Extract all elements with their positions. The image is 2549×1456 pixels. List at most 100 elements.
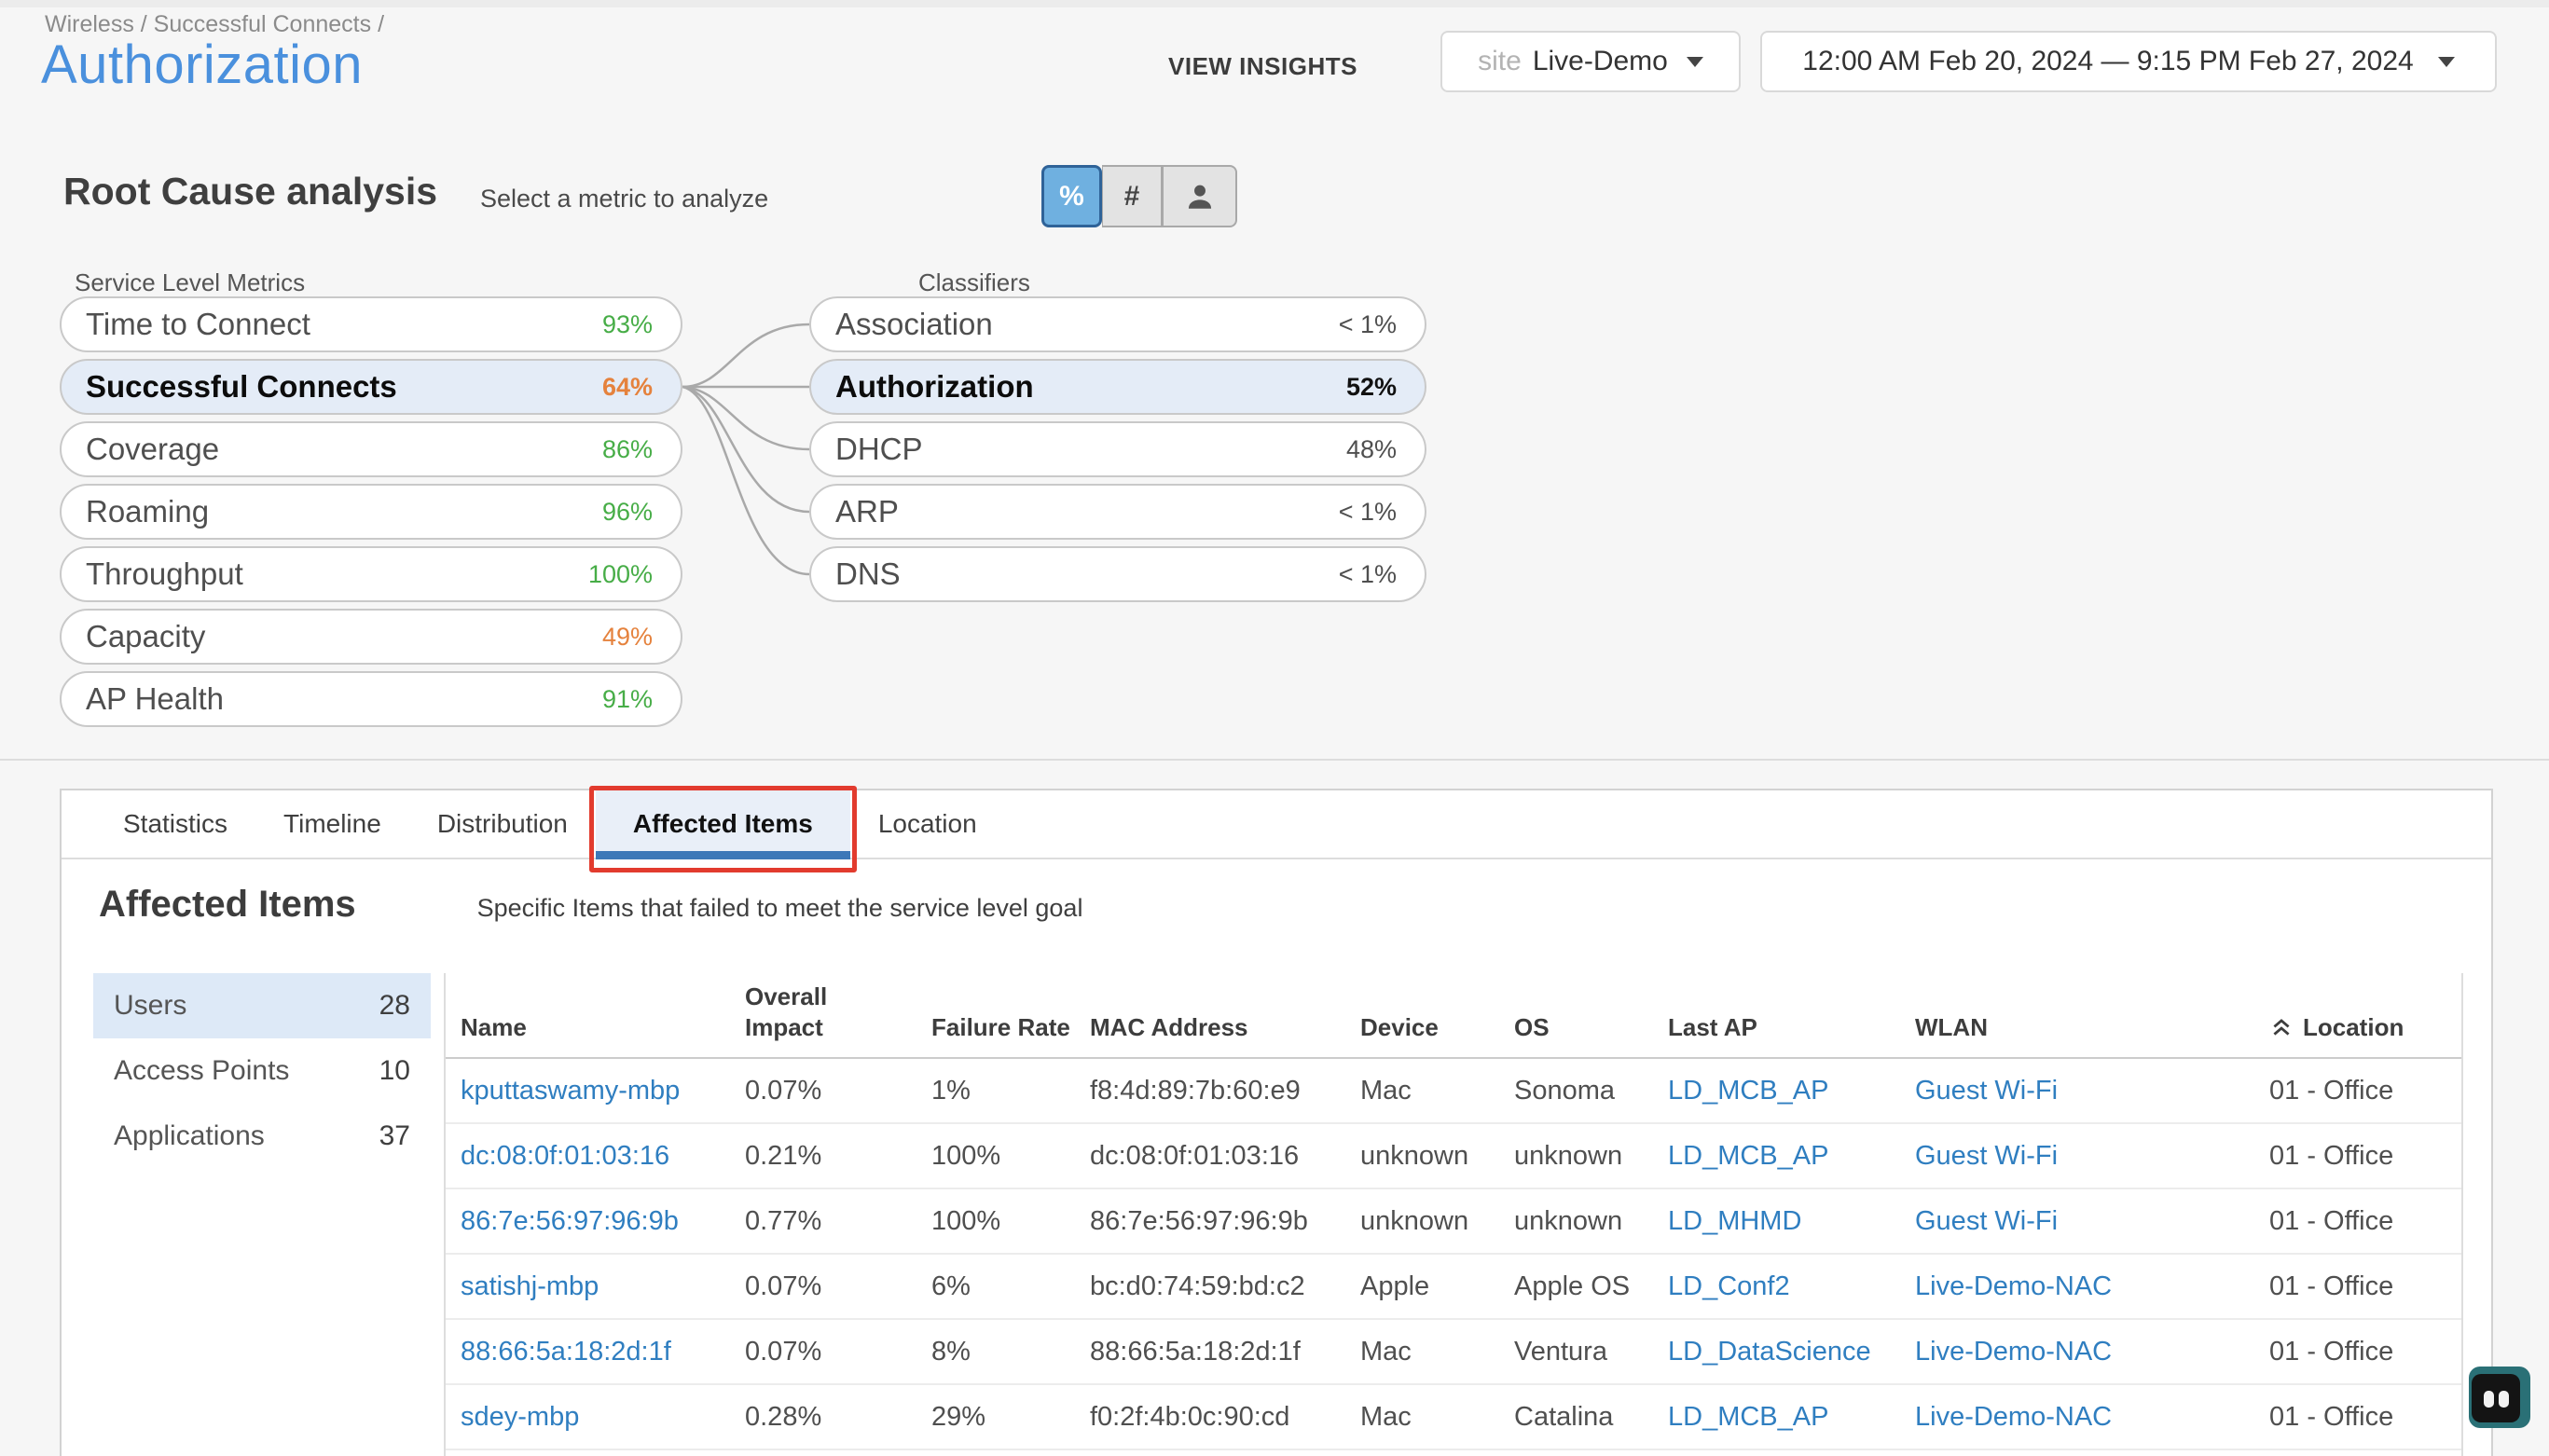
tab-timeline[interactable]: Timeline [283, 809, 381, 838]
last-ap-link[interactable]: LD_MCB_AP [1668, 1075, 1829, 1106]
metric-value: 49% [601, 622, 653, 651]
table-row: dc:08:0f:01:03:16 0.21% 100% dc:08:0f:01… [446, 1124, 2461, 1189]
user-icon [1188, 185, 1211, 209]
affected-items-title: Affected Items [99, 884, 356, 925]
failure-rate-cell: 8% [931, 1336, 971, 1367]
client-name-link[interactable]: 88:66:5a:18:2d:1f [461, 1336, 671, 1367]
date-range-value: 12:00 AM Feb 20, 2024 — 9:15 PM Feb 27, … [1802, 46, 2414, 76]
last-ap-link[interactable]: LD_MCB_AP [1668, 1401, 1829, 1432]
category-access-points[interactable]: Access Points 10 [114, 1055, 410, 1086]
client-name-link[interactable]: satishj-mbp [461, 1271, 599, 1301]
location-cell: 01 - Office [2269, 1271, 2394, 1301]
affected-items-table: Name Overall Impact Failure Rate MAC Add… [444, 973, 2463, 1456]
column-header-location[interactable]: Location [2269, 1012, 2461, 1043]
metric-value: 91% [601, 684, 653, 713]
classifier-dns[interactable]: DNS < 1% [809, 546, 1426, 602]
column-header-device[interactable]: Device [1360, 1012, 1439, 1041]
wlan-link[interactable]: Guest Wi-Fi [1915, 1205, 2059, 1236]
category-count: 10 [379, 1055, 410, 1086]
tab-distribution[interactable]: Distribution [436, 809, 568, 838]
affected-items-subtitle: Specific Items that failed to meet the s… [476, 894, 1083, 922]
page-title: Authorization [41, 34, 364, 95]
column-header-failure-rate[interactable]: Failure Rate [931, 1012, 1070, 1041]
column-header-overall-impact[interactable]: Overall Impact [745, 982, 828, 1041]
classifier-arp[interactable]: ARP < 1% [809, 484, 1426, 540]
last-ap-link[interactable]: LD_DataScience [1668, 1336, 1871, 1367]
location-cell: 01 - Office [2269, 1336, 2394, 1367]
date-range-selector[interactable]: 12:00 AM Feb 20, 2024 — 9:15 PM Feb 27, … [1760, 31, 2497, 92]
site-selector[interactable]: site Live-Demo [1440, 31, 1741, 92]
view-insights-link[interactable]: VIEW INSIGHTS [1168, 52, 1357, 80]
metric-coverage[interactable]: Coverage 86% [60, 421, 682, 477]
metric-classifier-connector-lines [682, 323, 809, 576]
column-header-wlan[interactable]: WLAN [1915, 1012, 1988, 1041]
count-toggle-button[interactable]: # [1102, 165, 1163, 227]
wlan-link[interactable]: Live-Demo-NAC [1915, 1271, 2113, 1301]
failure-rate-cell: 1% [931, 1075, 971, 1106]
top-strip [0, 0, 2549, 7]
metric-time-to-connect[interactable]: Time to Connect 93% [60, 296, 682, 352]
user-toggle-button[interactable] [1163, 165, 1237, 227]
os-cell: Sonoma [1514, 1075, 1616, 1106]
os-cell: Catalina [1514, 1401, 1614, 1432]
device-cell: unknown [1360, 1205, 1469, 1236]
table-row: sdey-mbp 0.28% 29% f0:2f:4b:0c:90:cd Mac… [446, 1385, 2461, 1450]
last-ap-link[interactable]: LD_MHMD [1668, 1205, 1802, 1236]
mac-address-cell: 88:66:5a:18:2d:1f [1090, 1336, 1301, 1367]
tab-statistics[interactable]: Statistics [123, 809, 228, 838]
classifier-value: < 1% [1338, 309, 1397, 338]
table-row: 86:7e:56:97:96:9b 0.77% 100% 86:7e:56:97… [446, 1189, 2461, 1255]
tab-affected-items[interactable]: Affected Items [588, 786, 857, 872]
mac-address-cell: dc:08:0f:01:03:16 [1090, 1140, 1300, 1171]
tab-location[interactable]: Location [877, 809, 977, 838]
last-ap-link[interactable]: LD_Conf2 [1668, 1271, 1790, 1301]
metric-ap-health[interactable]: AP Health 91% [60, 671, 682, 727]
column-header-name[interactable]: Name [461, 1012, 527, 1041]
os-cell: unknown [1514, 1140, 1623, 1171]
category-users[interactable]: Users 28 [93, 973, 431, 1038]
chevron-down-icon [1686, 56, 1703, 67]
affected-items-header: Affected Items Specific Items that faile… [99, 884, 1082, 926]
wlan-link[interactable]: Live-Demo-NAC [1915, 1336, 2113, 1367]
classifier-value: < 1% [1338, 497, 1397, 526]
percent-toggle-button[interactable]: % [1041, 165, 1102, 227]
table-row: satishj-mbp 0.07% 6% bc:d0:74:59:bd:c2 A… [446, 1255, 2461, 1320]
metric-unit-toggle-group: % # [1041, 165, 1237, 227]
breadcrumb[interactable]: Wireless / Successful Connects / [45, 11, 385, 37]
failure-rate-cell: 29% [931, 1401, 986, 1432]
client-name-link[interactable]: sdey-mbp [461, 1401, 580, 1432]
location-cell: 01 - Office [2269, 1140, 2394, 1171]
column-header-last-ap[interactable]: Last AP [1668, 1012, 1757, 1041]
wlan-link[interactable]: Guest Wi-Fi [1915, 1140, 2059, 1171]
assistant-robot-icon[interactable] [2469, 1367, 2530, 1428]
device-cell: Apple [1360, 1271, 1430, 1301]
category-applications[interactable]: Applications 37 [114, 1120, 410, 1151]
classifiers-list: Association < 1% Authorization 52% DHCP … [809, 296, 1426, 609]
classifier-association[interactable]: Association < 1% [809, 296, 1426, 352]
wlan-link[interactable]: Live-Demo-NAC [1915, 1401, 2113, 1432]
metric-value: 96% [601, 497, 653, 526]
metric-throughput[interactable]: Throughput 100% [60, 546, 682, 602]
tab-bar: Statistics Timeline Distribution Affecte… [62, 786, 2491, 872]
metric-roaming[interactable]: Roaming 96% [60, 484, 682, 540]
client-name-link[interactable]: kputtaswamy-mbp [461, 1075, 681, 1106]
classifier-authorization[interactable]: Authorization 52% [809, 359, 1426, 415]
sort-ascending-icon[interactable] [2269, 1015, 2294, 1039]
last-ap-link[interactable]: LD_MCB_AP [1668, 1140, 1829, 1171]
column-header-mac-address[interactable]: MAC Address [1090, 1012, 1248, 1041]
column-header-os[interactable]: OS [1514, 1012, 1550, 1041]
classifiers-label: Classifiers [918, 268, 1030, 296]
mac-address-cell: 86:7e:56:97:96:9b [1090, 1205, 1308, 1236]
root-cause-title: Root Cause analysis [63, 170, 438, 213]
classifier-dhcp[interactable]: DHCP 48% [809, 421, 1426, 477]
wlan-link[interactable]: Guest Wi-Fi [1915, 1075, 2059, 1106]
overall-impact-cell: 0.07% [745, 1271, 822, 1301]
device-cell: Mac [1360, 1401, 1412, 1432]
chevron-down-icon [2437, 56, 2455, 67]
service-level-metrics-list: Time to Connect 93% Successful Connects … [60, 296, 682, 734]
device-cell: Mac [1360, 1336, 1412, 1367]
metric-capacity[interactable]: Capacity 49% [60, 609, 682, 665]
client-name-link[interactable]: dc:08:0f:01:03:16 [461, 1140, 670, 1171]
client-name-link[interactable]: 86:7e:56:97:96:9b [461, 1205, 679, 1236]
metric-successful-connects[interactable]: Successful Connects 64% [60, 359, 682, 415]
